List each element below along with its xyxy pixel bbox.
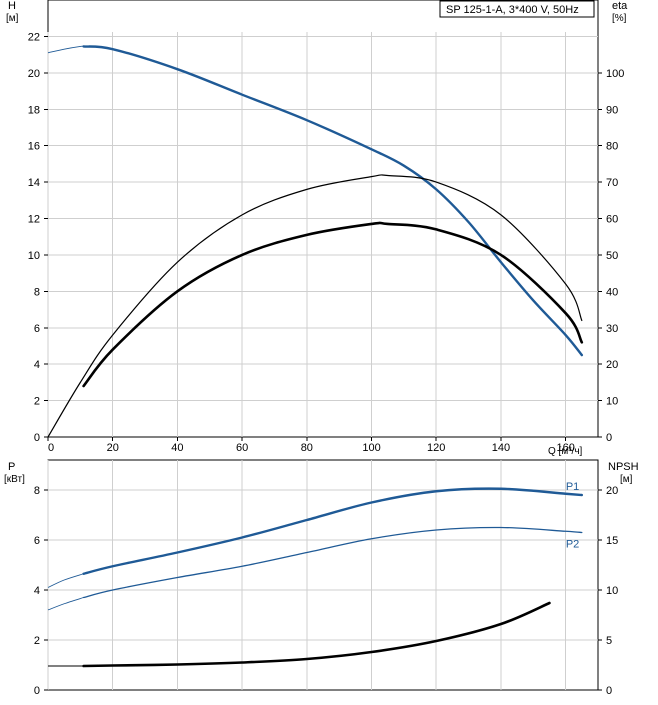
tick-labels-group: 0 20 40 60 80 100 120 140 1600246810121416182022… [28,31,625,697]
bottom-left-axis-label: P [8,461,15,473]
bottom-y-tick-label: 4 [34,585,40,597]
bottom-series-p2-extension-line [47,597,84,611]
top-y-tick-label: 22 [28,31,40,43]
x-tick-label: 140 [492,442,510,454]
bottom-series-p2-label: P2 [566,539,579,551]
bottom-y-tick-label: 8 [34,485,40,497]
top-y-tick-label: 4 [34,359,40,371]
x-tick-label: 100 [362,442,380,454]
top-y2-tick-label: 60 [606,214,618,226]
x-tick-label: 40 [171,442,183,454]
bottom-series-p1-extension-line [47,573,84,588]
bottom-right-axis-unit: [м] [620,474,633,485]
top-y-tick-label: 16 [28,141,40,153]
x-tick-label: 120 [427,442,445,454]
bottom-series-p2-line [82,526,583,599]
bottom-y2-tick-label: 20 [606,485,618,497]
top-y2-tick-label: 20 [606,359,618,371]
bottom-series-group: P1 P2 [47,481,584,668]
x-tick-label: 0 [48,442,54,454]
top-y2-tick-label: 90 [606,104,618,116]
top-y2-tick-label: 100 [606,68,624,80]
top-right-axis-unit: [%] [612,13,627,24]
top-y-tick-label: 10 [28,250,40,262]
bottom-right-axis-label: NPSH [608,461,639,473]
chart-title: SP 125-1-A, 3*400 V, 50Hz [446,4,579,16]
top-series-group [47,45,584,438]
x-tick-label: 160 [556,442,574,454]
bottom-y2-tick-label: 15 [606,535,618,547]
bottom-y-tick-label: 6 [34,535,40,547]
bottom-grid [47,460,598,690]
top-left-axis-label: H [8,0,16,12]
top-series-1-line [82,45,584,357]
top-y2-tick-label: 70 [606,177,618,189]
top-y-tick-label: 20 [28,68,40,80]
bottom-left-axis-unit: [кВт] [4,474,25,485]
bottom-y-tick-label: 0 [34,685,40,697]
bottom-series-3-line [82,601,551,668]
top-grid [47,32,598,437]
bottom-y2-tick-label: 5 [606,635,612,647]
bottom-series-p1-label: P1 [566,481,579,493]
top-y-tick-label: 0 [34,432,40,444]
x-tick-label: 60 [236,442,248,454]
top-y2-tick-label: 40 [606,286,618,298]
top-right-axis-label: eta [612,0,628,12]
x-tick-label: 80 [301,442,313,454]
top-left-axis-unit: [м] [6,13,19,24]
top-y-tick-label: 6 [34,323,40,335]
bottom-series-p1-line [82,487,584,575]
x-axis-label: Q [м³/ч] [548,446,583,457]
top-y-tick-label: 8 [34,286,40,298]
top-y-tick-label: 18 [28,104,40,116]
chart-title-box [439,0,595,18]
top-y2-tick-label: 30 [606,323,618,335]
top-series-2-line [47,174,583,438]
bottom-y2-tick-label: 10 [606,585,618,597]
bottom-y2-tick-label: 0 [606,685,612,697]
top-y-tick-label: 14 [28,177,40,189]
x-tick-label: 20 [107,442,119,454]
top-y2-tick-label: 0 [606,432,612,444]
top-y2-tick-label: 80 [606,141,618,153]
top-y-tick-label: 2 [34,396,40,408]
top-y-tick-label: 12 [28,214,40,226]
top-series-3-line [82,221,584,388]
bottom-plot-area [47,459,599,691]
top-y2-tick-label: 10 [606,396,618,408]
bottom-y-tick-label: 2 [34,635,40,647]
top-y2-tick-label: 50 [606,250,618,262]
